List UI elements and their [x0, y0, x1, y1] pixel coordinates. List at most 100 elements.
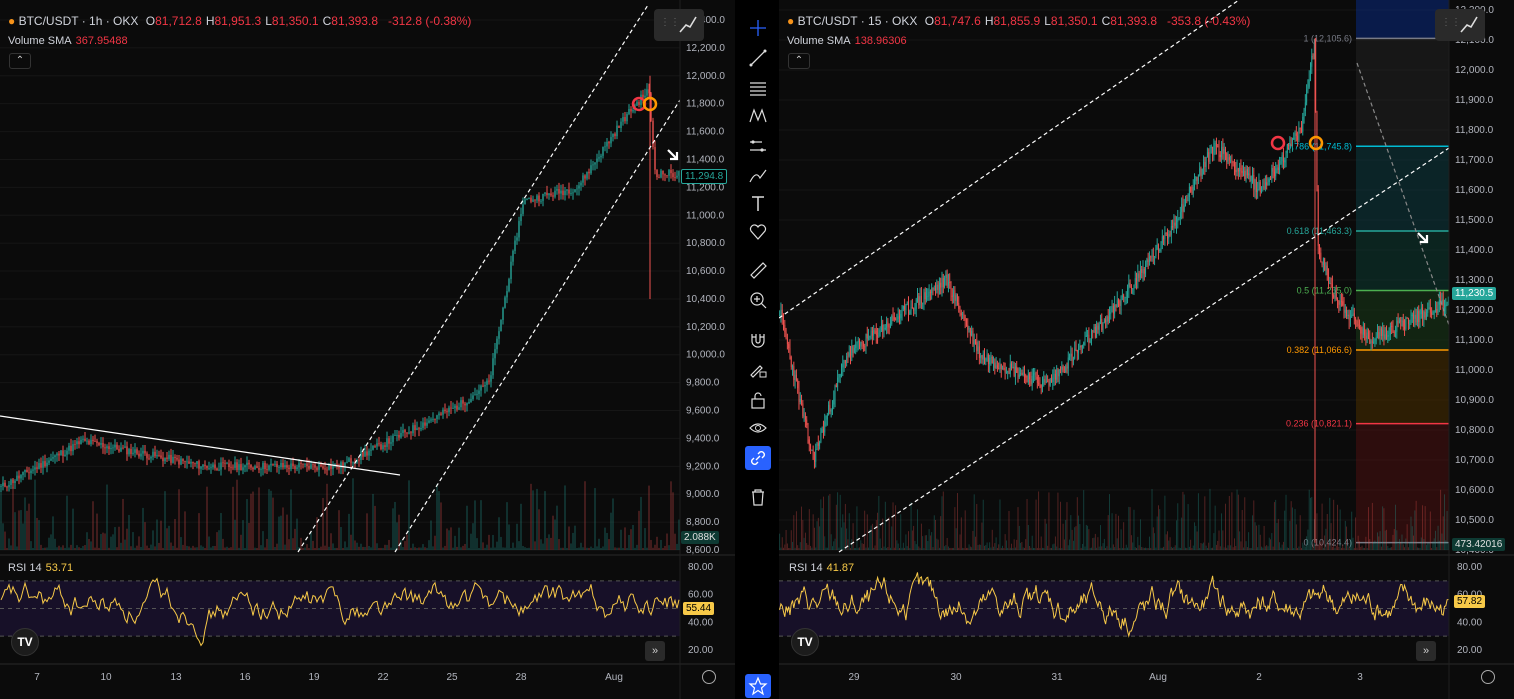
toolbar-brush-button[interactable] — [745, 164, 771, 188]
y-axis-tick: 10,200.0 — [686, 322, 725, 333]
chart-style-icon[interactable] — [678, 14, 698, 34]
ohlc-key: C — [1101, 14, 1111, 28]
y-axis-tick: 9,600.0 — [686, 406, 720, 417]
toolbar-trash-button[interactable] — [745, 485, 771, 509]
signal-marker[interactable] — [1270, 135, 1286, 151]
ohlc-value: -312.8 (-0.38%) — [388, 14, 472, 28]
left-volume-legend: Volume SMA 367.95488 — [8, 35, 128, 47]
signal-marker[interactable] — [642, 96, 658, 112]
trend-line[interactable] — [838, 147, 1450, 553]
left-chart-canvas[interactable]: 12,400.0 12,200.0 12,000.0 11,800.0 11,600.0… — [0, 0, 735, 699]
y-axis-tick: 11,800.0 — [1455, 125, 1494, 136]
fib-zone — [1356, 423, 1449, 543]
y-axis-tick: 11,200.0 — [686, 182, 725, 193]
left-symbol[interactable]: BTC/USDT · 1h · OKX — [18, 14, 139, 28]
right-pane-tool[interactable]: ⋮⋮ — [1435, 9, 1485, 41]
y-axis-tick: 11,500.0 — [1455, 215, 1494, 226]
toolbar-ruler-button[interactable] — [745, 258, 771, 282]
left-chart-pane[interactable]: 12,400.0 12,200.0 12,000.0 11,800.0 11,600.0… — [0, 0, 735, 699]
x-axis-tick: 22 — [377, 672, 389, 683]
trend-line[interactable] — [297, 4, 649, 553]
tradingview-logo: TV — [791, 628, 819, 656]
y-axis-tick: 11,400.0 — [1455, 245, 1494, 256]
ohlc-value: 81,747.6 — [934, 14, 981, 28]
trend-line[interactable] — [1356, 62, 1450, 326]
y-axis-tick: 9,400.0 — [686, 433, 720, 444]
candlestick-series — [0, 83, 680, 492]
y-axis-tick: 11,900.0 — [1455, 95, 1494, 106]
star-icon — [748, 676, 768, 696]
x-axis-tick: 31 — [1051, 672, 1063, 683]
toolbar-projection-button[interactable] — [745, 134, 771, 158]
arrow-annotation[interactable] — [667, 149, 679, 161]
toolbar-lock-pencil-button[interactable] — [745, 358, 771, 382]
x-axis-tick: 29 — [848, 672, 860, 683]
grip-icon: ⋮⋮ — [660, 17, 680, 28]
y-axis-tick: 12,200.0 — [686, 43, 725, 54]
left-settings-gear-icon[interactable] — [702, 670, 716, 684]
toolbar-magnet-button[interactable] — [745, 328, 771, 352]
fib-icon — [750, 82, 766, 96]
rsi-axis-tick: 20.00 — [1457, 645, 1482, 656]
y-axis-tick: 11,600.0 — [686, 127, 725, 138]
rsi-axis-tick: 20.00 — [688, 645, 713, 656]
toolbar-pattern-button[interactable] — [745, 104, 771, 128]
right-collapse-button[interactable]: ⌃ — [788, 53, 810, 69]
toolbar-crosshair-button[interactable] — [745, 16, 771, 40]
trend-line[interactable] — [394, 99, 681, 553]
right-symbol[interactable]: BTC/USDT · 15 · OKX — [797, 14, 918, 28]
trend-line[interactable] — [0, 415, 401, 476]
ruler-icon — [750, 262, 767, 279]
right-last-price-tag: 11,230.5 — [1452, 287, 1497, 300]
x-axis-tick: 30 — [950, 672, 962, 683]
rsi-axis-tick: 80.00 — [688, 562, 713, 573]
left-scroll-to-realtime-button[interactable]: » — [645, 641, 665, 661]
right-chart-canvas[interactable]: 12,200.012,100.012,000.011,900.011,800.0… — [779, 0, 1514, 699]
toolbar-text-button[interactable] — [745, 192, 771, 216]
bitcoin-icon: ● — [787, 14, 795, 28]
lock-pencil-icon — [750, 365, 767, 378]
x-axis-tick: 19 — [308, 672, 320, 683]
fib-zone — [1356, 350, 1449, 424]
ohlc-key: H — [205, 14, 215, 28]
arrow-annotation[interactable] — [1417, 232, 1429, 244]
x-axis-tick: Aug — [605, 672, 623, 683]
y-axis-tick: 10,600.0 — [686, 266, 725, 277]
toolbar-link-button[interactable] — [745, 446, 771, 470]
signal-marker[interactable] — [1308, 135, 1324, 151]
fib-zone — [1356, 231, 1449, 291]
y-axis-tick: 12,400.0 — [686, 15, 725, 26]
toolbar-fib-button[interactable] — [745, 76, 771, 100]
chart-style-icon[interactable] — [1459, 14, 1479, 34]
lock-icon — [751, 392, 765, 409]
rsi-line — [779, 572, 1449, 638]
rsi-axis-tick: 40.00 — [1457, 617, 1482, 628]
fib-level-label: 1 (12,105.6) — [1303, 33, 1352, 43]
y-axis-tick: 10,700.0 — [1455, 455, 1494, 466]
toolbar-trendline-button[interactable] — [745, 46, 771, 70]
fib-zone — [1356, 0, 1449, 39]
left-header: ● BTC/USDT · 1h · OKX O81,712.8 H81,951.3… — [8, 14, 471, 28]
left-collapse-button[interactable]: ⌃ — [9, 53, 31, 69]
left-rsi-label: RSI 14 — [8, 562, 42, 574]
ohlc-value: 81,951.3 — [214, 14, 262, 28]
y-axis-tick: 9,000.0 — [686, 489, 720, 500]
eye-icon — [749, 423, 767, 433]
trend-line[interactable] — [779, 0, 1240, 319]
right-chart-pane[interactable]: 12,200.012,100.012,000.011,900.011,800.0… — [779, 0, 1514, 699]
left-pane-tool[interactable]: ⋮⋮ — [654, 9, 704, 41]
right-volume-tag: 473.42016 — [1452, 538, 1506, 551]
toolbar-zoom-button[interactable] — [745, 288, 771, 312]
toolbar-eye-button[interactable] — [745, 416, 771, 440]
toolbar-lock-button[interactable] — [745, 388, 771, 412]
brush-icon — [749, 169, 767, 183]
toolbar-star-button[interactable] — [745, 674, 771, 698]
ohlc-key: C — [322, 14, 332, 28]
grip-icon: ⋮⋮ — [1441, 17, 1461, 28]
right-settings-gear-icon[interactable] — [1481, 670, 1495, 684]
x-axis-tick: 3 — [1357, 672, 1363, 683]
trendline-icon — [749, 49, 767, 67]
right-rsi-label: RSI 14 — [789, 562, 823, 574]
toolbar-heart-button[interactable] — [745, 220, 771, 244]
right-scroll-to-realtime-button[interactable]: » — [1416, 641, 1436, 661]
